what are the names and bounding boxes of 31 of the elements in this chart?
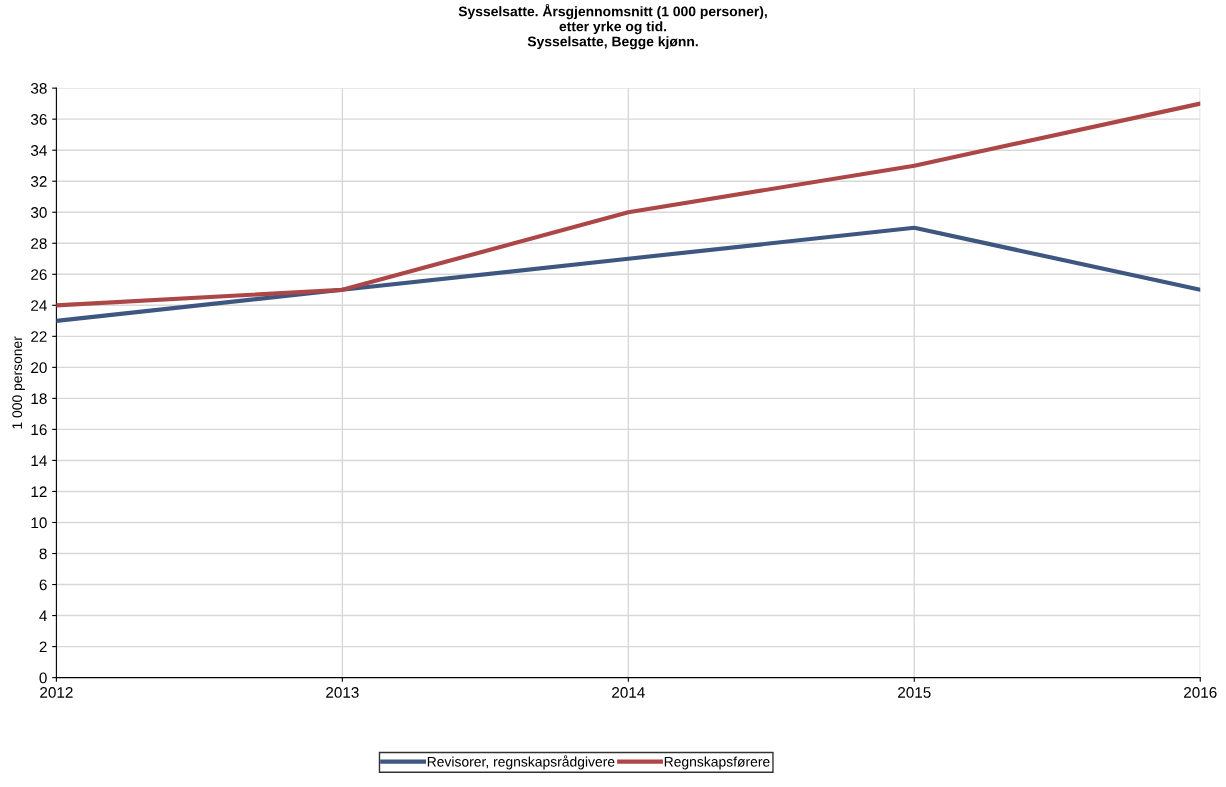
y-tick-label: 2 <box>39 641 47 653</box>
x-tick-label: 2012 <box>40 687 73 698</box>
y-tick-label: 0 <box>39 672 47 684</box>
y-tick-label: 38 <box>30 83 47 94</box>
y-tick-label: 10 <box>31 517 47 529</box>
y-tick-label: 34 <box>30 145 47 156</box>
y-tick-label: 30 <box>30 207 47 218</box>
x-tick-label: 2013 <box>326 687 359 698</box>
y-tick-label: 14 <box>31 455 47 466</box>
y-tick-label: 18 <box>31 393 47 405</box>
y-tick-label: 24 <box>31 300 47 311</box>
y-tick-label: 32 <box>30 176 47 187</box>
y-tick-label: 26 <box>31 269 47 280</box>
legend-label: Regnskapsførere <box>664 756 770 770</box>
y-tick-label: 8 <box>39 548 47 560</box>
y-tick-label: 22 <box>31 331 47 342</box>
y-tick-label: 20 <box>31 362 47 374</box>
y-tick-label: 28 <box>31 238 47 249</box>
y-axis-title: 1 000 personer <box>12 336 25 429</box>
y-tick-label: 16 <box>31 424 47 436</box>
x-tick-label: 2014 <box>612 687 645 698</box>
chart-title: Sysselsatte. Årsgjennomsnitt (1 000 personer), etter yrke og tid. Sysselsatte, Begge kjønn. <box>458 3 767 50</box>
y-tick-label: 12 <box>31 486 47 497</box>
line-series <box>56 101 1201 308</box>
y-tick-label: 4 <box>39 610 47 622</box>
x-tick-label: 2015 <box>898 687 931 698</box>
y-tick-label: 36 <box>30 114 47 125</box>
x-tick-label: 2016 <box>1184 687 1217 698</box>
legend-label: Revisorer, regnskapsrådgivere <box>427 755 615 770</box>
line-series <box>56 225 1201 323</box>
y-tick-label: 6 <box>39 579 47 591</box>
